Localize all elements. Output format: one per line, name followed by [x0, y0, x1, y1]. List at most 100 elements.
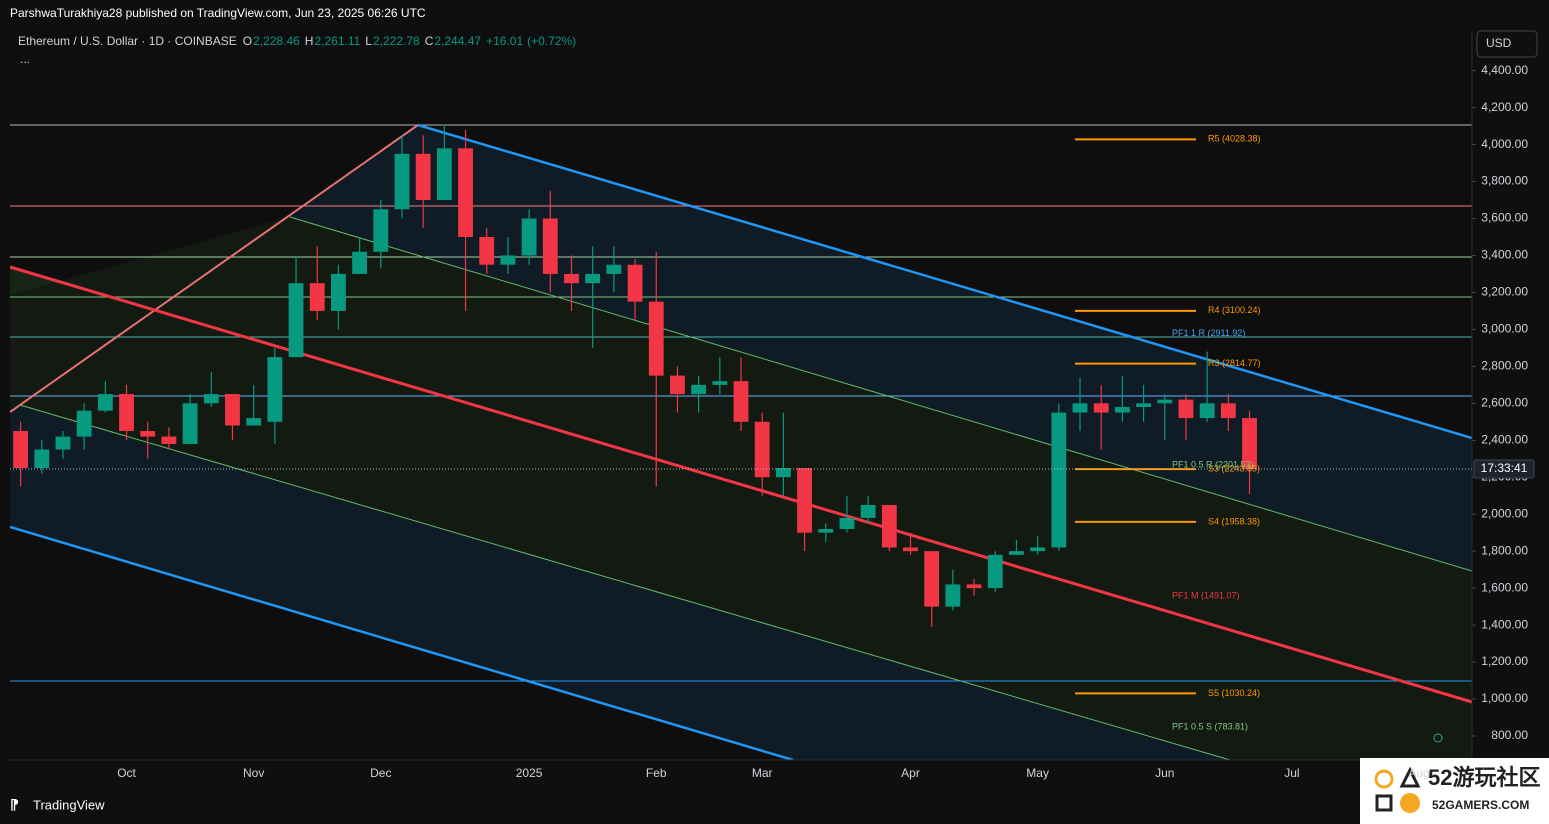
- x-tick-label: Mar: [752, 766, 773, 780]
- candle-body: [352, 251, 368, 274]
- x-tick-label: Feb: [646, 766, 667, 780]
- watermark-url: 52GAMERS.COM: [1432, 798, 1529, 812]
- pitchfork-label: PF1 M (1491.07): [1172, 591, 1240, 601]
- pivot-label: S3 (2243.85): [1208, 464, 1260, 474]
- brand: TradingView: [33, 797, 105, 812]
- y-tick-label: 4,200.00: [1481, 100, 1528, 114]
- y-tick-label: 4,400.00: [1481, 63, 1528, 77]
- candle-body: [267, 357, 283, 422]
- countdown: 17:33:41: [1481, 461, 1528, 475]
- candle-body: [13, 431, 29, 468]
- y-tick-label: 1,600.00: [1481, 580, 1528, 594]
- x-tick-label: Apr: [901, 766, 920, 780]
- watermark-icon: [1374, 769, 1394, 789]
- candle-body: [1157, 399, 1173, 404]
- pitchfork-half-lower: [19, 404, 1231, 760]
- candle-body: [564, 273, 579, 284]
- candle-body: [797, 468, 812, 533]
- candle-body: [754, 421, 770, 478]
- candle-body: [119, 394, 134, 432]
- candle-body: [691, 384, 707, 395]
- candle-body: [55, 436, 71, 450]
- pitchfork-zone: [10, 217, 1472, 702]
- y-tick-label: 800.00: [1491, 728, 1528, 742]
- candle-body: [1178, 399, 1194, 419]
- pivot-label: S5 (1030.24): [1208, 688, 1260, 698]
- candle-body: [1072, 403, 1088, 413]
- candle-body: [903, 547, 918, 552]
- pitchfork-zone: [10, 267, 1472, 760]
- price-tag: [1473, 459, 1535, 479]
- candle-body: [521, 218, 537, 256]
- watermark-icon: [1375, 794, 1393, 812]
- candle-body: [1220, 403, 1236, 419]
- candle-body: [203, 394, 219, 404]
- ohlc-key: L: [365, 34, 372, 48]
- y-tick-label: 3,000.00: [1481, 322, 1528, 336]
- x-tick-label: Jul: [1284, 766, 1299, 780]
- y-tick-label: 1,400.00: [1481, 617, 1528, 631]
- candle-body: [246, 418, 262, 426]
- candle-body: [1199, 403, 1215, 419]
- logo-mark: ⁋: [10, 797, 19, 813]
- candle-body: [500, 255, 516, 265]
- currency[interactable]: USD: [1486, 36, 1512, 50]
- candle-body: [34, 449, 50, 468]
- candle-body: [585, 273, 601, 284]
- watermark-title: 52游玩社区: [1428, 765, 1540, 790]
- change: +16.01: [486, 34, 523, 48]
- x-tick-label: Dec: [370, 766, 391, 780]
- candle-body: [648, 301, 664, 376]
- ohlc-value: 2,244.47: [434, 34, 481, 48]
- candle-body: [225, 394, 240, 426]
- watermark-icon: [1400, 793, 1420, 813]
- pitchfork-label: PF1 0.5 R (2201.53): [1172, 459, 1254, 469]
- ohlc-key: H: [305, 34, 314, 48]
- candle-body: [458, 148, 473, 237]
- candle-body: [966, 584, 982, 589]
- y-tick-label: 1,800.00: [1481, 543, 1528, 557]
- pitchfork-median: [10, 265, 1472, 704]
- y-tick-label: 2,400.00: [1481, 432, 1528, 446]
- y-tick-label: 4,000.00: [1481, 137, 1528, 151]
- candle-body: [415, 153, 431, 201]
- candle-body: [288, 283, 304, 358]
- drawings: [10, 123, 1472, 760]
- session-icon[interactable]: [1433, 733, 1443, 743]
- candle-body: [945, 584, 961, 607]
- candle-body: [140, 431, 156, 437]
- candle-body: [1030, 547, 1046, 552]
- ohlc-value: 2,228.46: [253, 34, 300, 48]
- pitchfork-label: PF1 0.5 S (783.81): [1172, 721, 1248, 731]
- change-percent: (+0.72%): [527, 34, 576, 48]
- currency-button[interactable]: [1476, 30, 1538, 58]
- y-tick-label: 1,200.00: [1481, 654, 1528, 668]
- candle-body: [627, 264, 643, 302]
- y-tick-label: 3,600.00: [1481, 211, 1528, 225]
- candle-body: [1093, 403, 1109, 413]
- candle-body: [1136, 403, 1151, 408]
- y-tick-label: 2,800.00: [1481, 359, 1528, 373]
- candle-body: [987, 554, 1003, 589]
- pitchfork-half-upper: [289, 216, 1472, 572]
- ohlc-key: C: [425, 34, 434, 48]
- y-tick-label: 3,400.00: [1481, 248, 1528, 262]
- candle-body: [542, 218, 558, 274]
- candle-body: [860, 504, 876, 518]
- more: ...: [20, 52, 30, 66]
- y-tick-label: 2,000.00: [1481, 506, 1528, 520]
- candle-body: [881, 504, 897, 548]
- ohlc-key: O: [243, 34, 252, 48]
- candle-body: [839, 517, 855, 529]
- candle-body: [182, 403, 198, 444]
- pivot-label: R5 (4028.38): [1208, 134, 1261, 144]
- ohlc-value: 2,222.78: [373, 34, 420, 48]
- y-tick-label: 3,800.00: [1481, 174, 1528, 188]
- pitchfork-zone: [290, 125, 1472, 571]
- candle-body: [733, 381, 749, 422]
- y-tick-label: 1,000.00: [1481, 691, 1528, 705]
- candle-body: [818, 528, 834, 533]
- pitchfork-handle: [10, 124, 419, 413]
- pitchfork-upper: [417, 123, 1472, 440]
